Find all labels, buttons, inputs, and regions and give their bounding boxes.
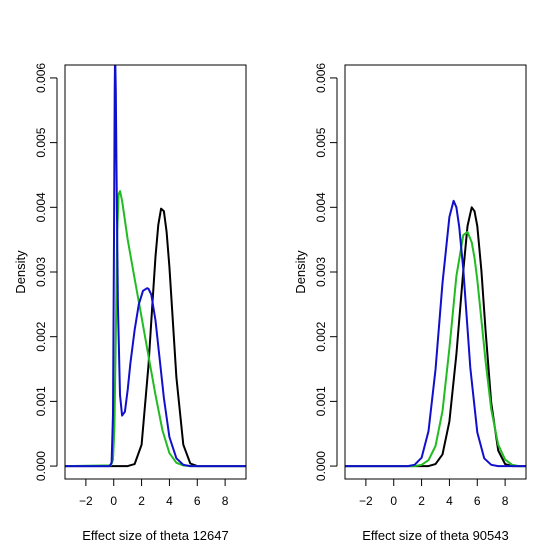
right-series-layer [345, 199, 526, 468]
left-y-tick-label: 0.003 [34, 257, 48, 287]
left-y-axis-label: Density [13, 250, 28, 294]
right-y-axis-label: Density [293, 250, 308, 294]
right-y-tick-label: 0.000 [314, 451, 328, 481]
left-y-tick-label: 0.000 [34, 451, 48, 481]
right-density-panel: −2 0 2 4 6 8 0.0000.0010.0020.0030.0040.0050.… [293, 63, 527, 543]
right-y-tick-label: 0.006 [314, 63, 328, 93]
right-y-tick-label: 0.004 [314, 192, 328, 222]
right-y-tick-label: 0.002 [314, 321, 328, 351]
right-x-tick-label: 0 [390, 494, 397, 508]
left-x-axis-label: Effect size of theta 12647 [82, 528, 228, 543]
right-x-tick-label: 8 [502, 494, 509, 508]
left-x-axis: −2 0 2 4 6 8 [79, 478, 229, 508]
left-x-tick-label: −2 [79, 494, 93, 508]
right-y-axis: 0.000 0.001 0.002 0.003 0.004 0.005 0.006 [314, 63, 338, 481]
left-y-axis: 0.000 0.001 0.002 0.003 0.004 0.005 0.006 [34, 63, 58, 481]
right-y-tick-label: 0.001 [314, 386, 328, 416]
left-x-tick-label: 4 [166, 494, 173, 508]
left-y-tick-label: 0.005 [34, 127, 48, 157]
right-x-tick-label: −2 [359, 494, 373, 508]
right-x-tick-label: 4 [446, 494, 453, 508]
left-y-tick-label: 0.002 [34, 321, 48, 351]
right-density-curve-2 [345, 230, 526, 468]
right-y-tick-label: 0.003 [314, 257, 328, 287]
left-series-layer [65, 65, 246, 468]
right-x-tick-label: 6 [474, 494, 481, 508]
left-y-tick-label: 0.004 [34, 192, 48, 222]
left-density-curve-2 [65, 190, 246, 468]
right-density-curve-1 [345, 206, 526, 468]
right-density-curve-3 [345, 199, 526, 468]
left-x-tick-label: 0 [110, 494, 117, 508]
left-x-tick-label: 8 [222, 494, 229, 508]
right-y-tick-label: 0.005 [314, 127, 328, 157]
left-density-curve-1 [65, 207, 246, 468]
left-density-panel: −2 0 2 4 6 8 0.0000.0010.0020.0030.0040.0050.… [13, 63, 247, 543]
left-y-tick-label: 0.001 [34, 386, 48, 416]
right-x-tick-label: 2 [418, 494, 425, 508]
left-x-tick-label: 2 [138, 494, 145, 508]
left-density-curve-3 [65, 65, 246, 468]
right-x-axis-label: Effect size of theta 90543 [362, 528, 508, 543]
right-x-axis: −2 0 2 4 6 8 [359, 478, 509, 508]
left-y-tick-label: 0.006 [34, 63, 48, 93]
left-x-tick-label: 6 [194, 494, 201, 508]
